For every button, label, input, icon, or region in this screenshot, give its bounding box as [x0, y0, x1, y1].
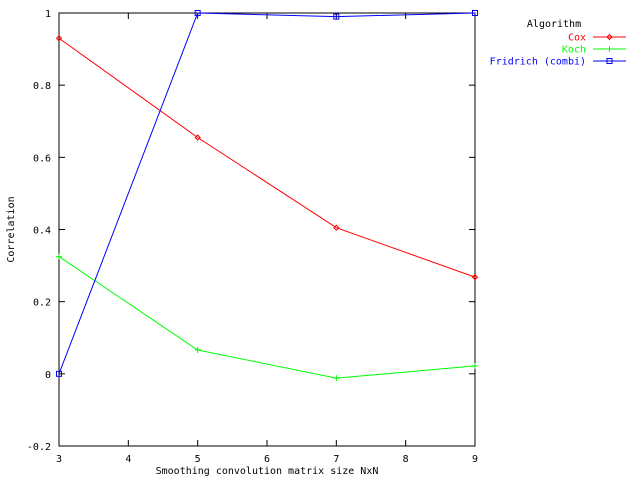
- data-point: [472, 10, 478, 16]
- series-plus: [56, 253, 478, 382]
- tick-labels: 3 4 5 6 7 8 9 -0.2 0 0.2 0.4 0.6 0.8 1: [27, 9, 478, 465]
- legend-marker: [606, 33, 613, 41]
- y-tick-label: 1: [45, 9, 51, 20]
- legend-marker: [606, 58, 613, 64]
- x-tick-label: 3: [56, 454, 62, 465]
- data-point: [194, 134, 201, 141]
- data-point: [333, 375, 340, 382]
- tick-marks: [58, 12, 476, 447]
- y-axis-label: Correlation: [6, 196, 17, 262]
- y-tick-label: 0.2: [33, 298, 51, 309]
- data-point: [472, 362, 478, 369]
- series-line: [58, 12, 476, 375]
- series-line: [58, 37, 476, 278]
- data-point: [333, 13, 340, 20]
- series-square: [56, 10, 478, 377]
- x-tick-label: 9: [472, 454, 478, 465]
- x-axis-label: Smoothing convolution matrix size NxN: [156, 466, 379, 477]
- data-point: [56, 253, 62, 260]
- legend-label: Cox: [568, 33, 586, 44]
- data-point: [56, 370, 62, 377]
- x-tick-label: 8: [403, 454, 409, 465]
- legend-label: Fridrich (combi): [490, 57, 586, 68]
- data-point: [333, 224, 340, 231]
- y-tick-label: 0.4: [33, 226, 51, 237]
- y-tick-label: 0.8: [33, 81, 51, 92]
- series-layer: [55, 10, 479, 382]
- y-tick-label: 0.6: [33, 153, 51, 164]
- data-point: [194, 10, 201, 16]
- series-diamond: [55, 35, 479, 281]
- x-tick-label: 6: [264, 454, 270, 465]
- data-point: [471, 273, 479, 281]
- y-tick-label: 0: [45, 370, 51, 381]
- y-tick-label: -0.2: [27, 442, 51, 453]
- legend-title: Algorithm: [527, 19, 581, 30]
- legend-label: Koch: [562, 45, 586, 56]
- x-tick-label: 5: [195, 454, 201, 465]
- x-tick-label: 7: [333, 454, 339, 465]
- legend-marker: [606, 46, 613, 52]
- data-point: [194, 347, 201, 354]
- data-point: [55, 35, 63, 42]
- x-tick-label: 4: [125, 454, 131, 465]
- plot-frame: [58, 12, 476, 447]
- series-line: [58, 256, 476, 379]
